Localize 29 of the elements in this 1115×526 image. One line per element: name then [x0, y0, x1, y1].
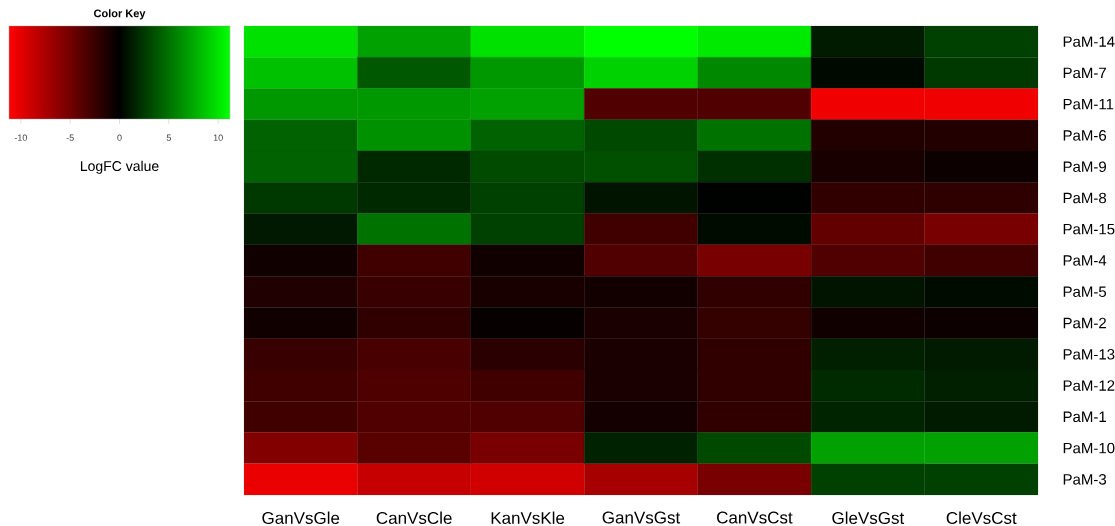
color-bar-label: -10: [14, 134, 28, 141]
y-tick-label: PaM-12: [1063, 380, 1115, 391]
y-tick-label: PaM-9: [1063, 161, 1106, 172]
color-bar-label: 5: [166, 134, 171, 141]
y-tick-label: PaM-4: [1063, 255, 1107, 266]
x-tick-label: GanVsGle: [262, 511, 340, 525]
y-tick-label: PaM-13: [1063, 348, 1115, 360]
y-tick-label: PaM-6: [1063, 130, 1107, 141]
x-tick-label: GanVsGst: [602, 511, 681, 524]
y-tick-label: PaM-7: [1063, 67, 1106, 79]
x-tick-label: CanVsCle: [376, 511, 452, 525]
y-tick-label: PaM-8: [1063, 192, 1107, 204]
y-tick-label: PaM-15: [1063, 223, 1115, 235]
y-tick-label: PaM-2: [1063, 317, 1106, 329]
y-tick-label: PaM-10: [1063, 442, 1115, 454]
color-bar-label: 0: [117, 134, 122, 141]
x-tick-label: CleVsCst: [946, 511, 1017, 525]
y-tick-label: PaM-5: [1063, 286, 1107, 297]
x-tick-label: GleVsGst: [832, 511, 905, 525]
x-tick-label: CanVsCst: [717, 511, 793, 524]
color-bar-label: -5: [66, 134, 74, 141]
x-tick-label: KanVsKle: [491, 511, 565, 525]
legend-title: Color Key: [93, 9, 146, 20]
y-tick-label: PaM-11: [1063, 98, 1114, 110]
y-tick-label: PaM-3: [1063, 474, 1107, 485]
color-bar-title: LogFC value: [80, 160, 159, 174]
color-bar-label: 10: [213, 134, 223, 141]
y-tick-label: PaM-1: [1063, 411, 1106, 423]
y-tick-label: PaM-14: [1063, 36, 1115, 47]
